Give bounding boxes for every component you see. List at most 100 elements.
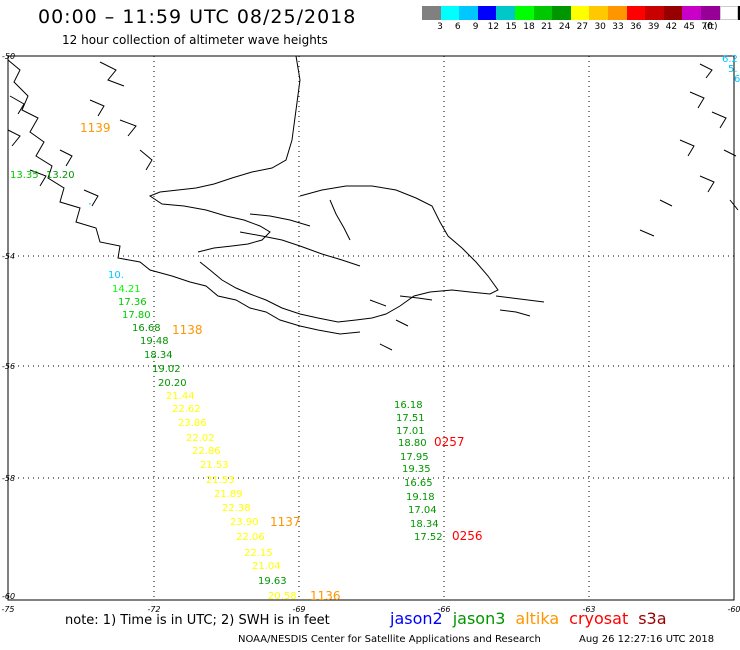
colorbar-tick: 33	[612, 22, 624, 32]
colorbar-swatch	[440, 6, 460, 20]
coastline-inner-channels	[239, 199, 433, 351]
swh-value-track-a: 17.36	[118, 297, 147, 308]
axis-labels: -50 -54 -56 -58 -60 -75 -72 -69 -66 -63 -60	[1, 52, 740, 614]
coastline-ne-islands	[639, 63, 739, 237]
swh-value-track-a: 22.06	[236, 532, 265, 543]
colorbar-tick: 70	[701, 22, 713, 32]
swh-value-track-a: 22.86	[192, 446, 221, 457]
pass-time-label: 1136	[310, 589, 341, 603]
colorbar-tick: 12	[487, 22, 500, 32]
swh-value-track-b: 17.95	[400, 452, 429, 463]
swh-value-track-a: 21.44	[166, 391, 195, 402]
colorbar-units: (ft)	[704, 22, 718, 32]
lat-label: -56	[2, 362, 15, 371]
swh-value-track-a: 21.04	[252, 561, 281, 572]
swh-value-ne: 6.2	[722, 54, 738, 65]
colorbar-swatch	[700, 6, 720, 20]
generation-timestamp: Aug 26 12:27:16 UTC 2018	[579, 634, 715, 645]
coastline-islands-nw	[7, 61, 153, 207]
coastline	[7, 55, 739, 351]
colorbar-tick: 27	[576, 22, 589, 32]
swh-value-ne: 5.	[728, 64, 738, 75]
satellite-altika: altika	[515, 609, 560, 628]
swh-value-track-b: 18.80	[398, 438, 427, 449]
colorbar-swatch	[682, 6, 701, 20]
colorbar-tick: 42	[665, 22, 678, 32]
pass-time-label: 1139	[80, 121, 111, 135]
colorbar-swatch	[422, 6, 441, 20]
swh-value-track-a: 23.86	[178, 418, 207, 429]
swh-value-track-a: 22.62	[172, 404, 201, 415]
wave-observations: 10. 14.21 17.36 17.80 16.68 19.48 18.34 19.02 20…	[10, 54, 740, 603]
swh-value-track-a: 20.58	[268, 591, 297, 602]
swh-value-track-b: 18.34	[410, 519, 439, 530]
swh-value-track-b: 17.04	[408, 505, 437, 516]
colorbar-tick: 24	[558, 22, 571, 32]
swh-value-track-a: 19.48	[140, 336, 169, 347]
colorbar-swatch	[719, 6, 739, 20]
colorbar-swatch	[645, 6, 664, 20]
swh-value-track-b: 17.51	[396, 413, 425, 424]
swh-value-track-a: 21.53	[206, 475, 235, 486]
colorbar-swatch	[626, 6, 646, 20]
swh-value-nw: 13.20	[46, 170, 75, 181]
colorbar-tick: 18	[523, 22, 535, 32]
swh-value-track-a: 17.80	[122, 310, 151, 321]
colorbar-swatch	[589, 6, 608, 20]
lat-label: -50	[2, 52, 15, 61]
lon-label: -72	[147, 605, 160, 614]
satellite-s3a: s3a	[638, 609, 667, 628]
coastline-east	[495, 295, 545, 317]
coastline-tierra-del-fuego	[199, 185, 499, 323]
colorbar-tick: 21	[541, 22, 553, 32]
swh-value-track-b: 16.65	[404, 478, 433, 489]
swh-value-track-b: 19.35	[402, 464, 431, 475]
footnote: note: 1) Time is in UTC; 2) SWH is in fe…	[65, 613, 330, 628]
lat-label: -58	[2, 474, 15, 483]
page-subtitle: 12 hour collection of altimeter wave hei…	[62, 33, 328, 47]
colorbar-swatch	[477, 6, 497, 20]
swh-value-nw: 13.35	[10, 170, 39, 181]
colorbar-swatch	[552, 6, 571, 20]
colorbar-swatch	[514, 6, 534, 20]
swh-value-track-a: 23.90	[230, 517, 259, 528]
pass-time-label: 1138	[172, 323, 203, 337]
swh-value-track-a: 14.21	[112, 284, 141, 295]
lon-label: -69	[292, 605, 305, 614]
colorbar-swatch	[738, 6, 740, 20]
coastline-chile-west	[7, 59, 361, 335]
swh-value-track-b: 17.52	[414, 532, 443, 543]
colorbar	[422, 6, 740, 20]
lon-label: -63	[582, 605, 595, 614]
swh-value-track-b: 17.01	[396, 426, 425, 437]
swh-value-track-a: 21.53	[200, 460, 229, 471]
colorbar-swatch	[570, 6, 590, 20]
colorbar-tick: 30	[594, 22, 606, 32]
colorbar-swatch	[533, 6, 553, 20]
pass-time-label: 0257	[434, 435, 465, 449]
swh-value-track-b: 16.18	[394, 400, 423, 411]
lat-label: -54	[2, 252, 15, 261]
lon-label: -66	[437, 605, 450, 614]
colorbar-swatch	[663, 6, 683, 20]
swh-marker: ·	[88, 197, 92, 211]
lon-label: -75	[1, 605, 14, 614]
colorbar-swatch	[496, 6, 515, 20]
colorbar-tick: 15	[505, 22, 517, 32]
swh-value-track-a: 20.20	[158, 378, 187, 389]
swh-value-ne: 6	[734, 74, 740, 85]
credit-line: NOAA/NESDIS Center for Satellite Applica…	[238, 634, 541, 645]
satellite-cryosat: cryosat	[569, 609, 629, 628]
swh-value-track-a: 19.02	[152, 364, 181, 375]
map-border	[7, 55, 735, 601]
swh-value-track-a: 22.15	[244, 548, 273, 559]
map-gridlines	[8, 56, 734, 600]
colorbar-tick: 6	[454, 22, 461, 32]
swh-value-track-a: 19.63	[258, 576, 287, 587]
swh-value-track-a: 16.68	[132, 323, 161, 334]
lon-label: -60	[727, 605, 740, 614]
swh-value-track-a: 18.34	[144, 350, 173, 361]
satellite-legend: jason2 jason3 altika cryosat s3a	[390, 609, 677, 628]
swh-value-track-b: 19.18	[406, 492, 435, 503]
page-title: 00:00 – 11:59 UTC 08/25/2018	[38, 6, 357, 28]
